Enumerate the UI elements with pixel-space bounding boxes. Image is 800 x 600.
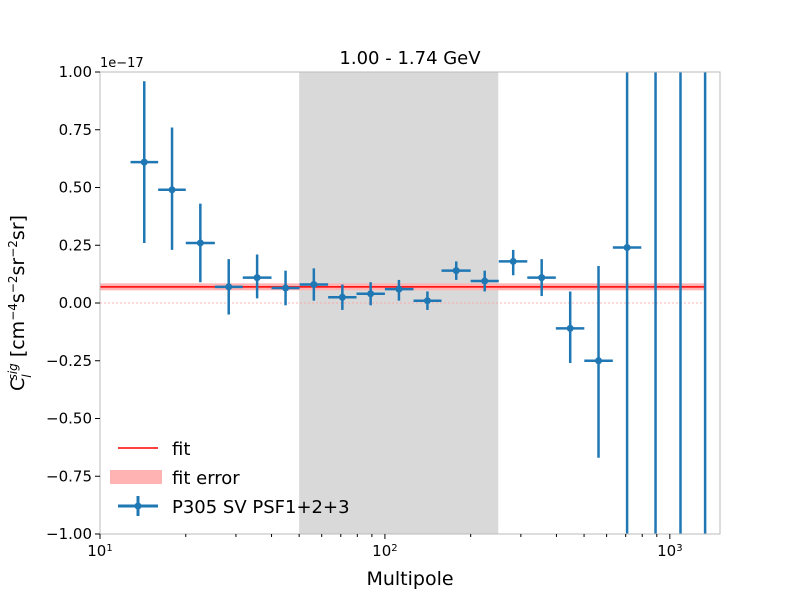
data-marker	[623, 244, 631, 252]
data-marker	[509, 257, 517, 265]
y-tick-label: 0.00	[59, 294, 92, 312]
legend-fit-error-swatch	[110, 470, 162, 484]
data-point	[214, 259, 243, 315]
data-point	[130, 81, 159, 243]
y-tick-label: −1.00	[46, 525, 92, 543]
data-point	[441, 261, 471, 280]
x-axis-label: Multipole	[366, 568, 453, 590]
legend: fit fit error P305 SV PSF1+2+3	[110, 439, 350, 518]
chart-title: 1.00 - 1.74 GeV	[339, 48, 481, 69]
data-marker	[566, 324, 574, 332]
data-layer	[130, 72, 707, 534]
legend-fit-label: fit	[172, 439, 190, 460]
y-tick-label: −0.50	[46, 410, 92, 428]
data-point	[242, 254, 272, 299]
data-marker	[481, 277, 489, 285]
data-point	[271, 270, 300, 306]
data-point	[413, 291, 442, 310]
data-marker	[395, 285, 403, 293]
x-tick-label: 101	[87, 542, 112, 560]
data-marker	[367, 290, 375, 298]
legend-fit-error-label: fit error	[172, 468, 240, 489]
data-marker	[196, 239, 204, 247]
x-ticks: 101 102 103	[87, 534, 683, 560]
y-tick-label: 1.00	[59, 63, 92, 81]
data-marker	[338, 293, 346, 301]
y-tick-label: 0.75	[59, 121, 92, 139]
y-tick-label: −0.25	[46, 352, 92, 370]
data-point	[555, 291, 585, 364]
data-point	[384, 279, 414, 301]
data-marker	[253, 274, 261, 282]
data-marker	[168, 186, 176, 194]
data-marker	[225, 283, 233, 291]
data-marker	[538, 274, 546, 282]
data-point	[356, 282, 385, 306]
data-marker	[140, 158, 148, 166]
y-axis-label: Clsig [cm−4s−2sr−2sr]	[6, 215, 34, 391]
data-point	[328, 284, 357, 310]
data-marker	[595, 357, 603, 365]
legend-series-label: P305 SV PSF1+2+3	[172, 497, 350, 518]
data-point	[299, 268, 329, 301]
offset-text: 1e−17	[100, 56, 144, 71]
data-marker	[282, 284, 290, 292]
data-point	[158, 127, 186, 250]
data-point	[612, 72, 642, 534]
x-tick-label: 102	[372, 542, 397, 560]
y-tick-label: 0.50	[59, 179, 92, 197]
y-tick-label: 0.25	[59, 236, 92, 254]
data-marker	[423, 297, 431, 305]
data-marker	[310, 281, 318, 289]
data-point	[185, 203, 215, 283]
y-ticks: 1.00 0.75 0.50 0.25 0.00 −0.25 −0.50 −0.75 −1.00	[46, 63, 100, 543]
x-tick-label: 103	[657, 542, 682, 560]
y-tick-label: −0.75	[46, 467, 92, 485]
data-marker	[452, 267, 460, 275]
data-point	[470, 270, 499, 292]
legend-errorbar-marker	[134, 502, 142, 510]
data-point	[527, 259, 556, 297]
data-point	[584, 266, 613, 458]
fit-layer	[100, 283, 706, 304]
data-point	[498, 249, 528, 276]
